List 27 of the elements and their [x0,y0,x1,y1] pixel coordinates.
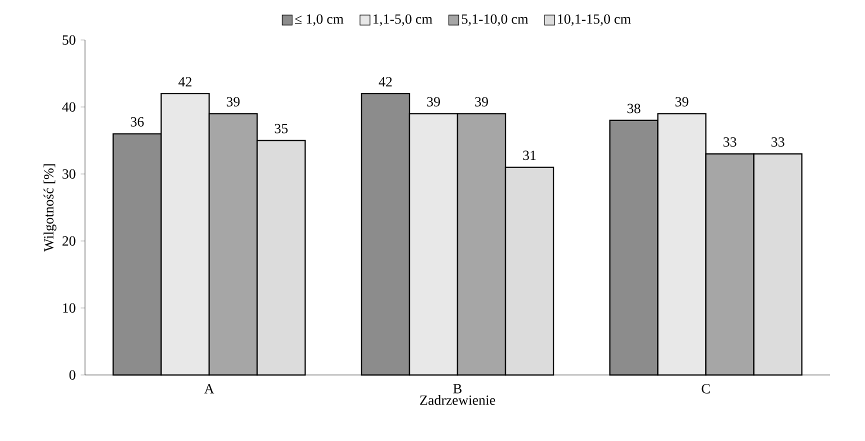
x-tick-label: C [702,384,710,394]
y-tick-label: 10 [63,303,76,313]
y-tick-label: 20 [62,236,76,246]
x-axis-title: Zadrzewienie [420,395,496,405]
legend-label: 5,1-10,0 cm [462,14,528,26]
legend-label: 10,1-15,0 cm [558,14,631,26]
data-label: 33 [724,137,736,147]
x-tick-label: B [453,384,462,394]
y-tick-label: 30 [62,169,76,179]
data-label: 36 [130,117,144,127]
data-label: 39 [226,97,240,106]
data-label: 31 [523,150,536,160]
data-label: 38 [628,104,640,114]
data-label: 39 [427,97,440,106]
data-label: 33 [772,137,784,147]
y-tick-label: 0 [69,370,76,380]
data-label: 39 [475,97,488,106]
y-axis-title: Wilgotność [%] [44,164,56,252]
x-tick-label: A [204,384,214,394]
legend-label: 1,1-5,0 cm [374,14,432,26]
y-tick-label: 50 [62,35,76,45]
legend-label: ≤ 1,0 cm [295,14,344,26]
data-label: 39 [676,97,688,106]
data-label: 35 [274,124,288,134]
data-label: 42 [378,77,392,86]
y-tick-label: 40 [62,102,76,112]
data-label: 42 [178,77,192,86]
